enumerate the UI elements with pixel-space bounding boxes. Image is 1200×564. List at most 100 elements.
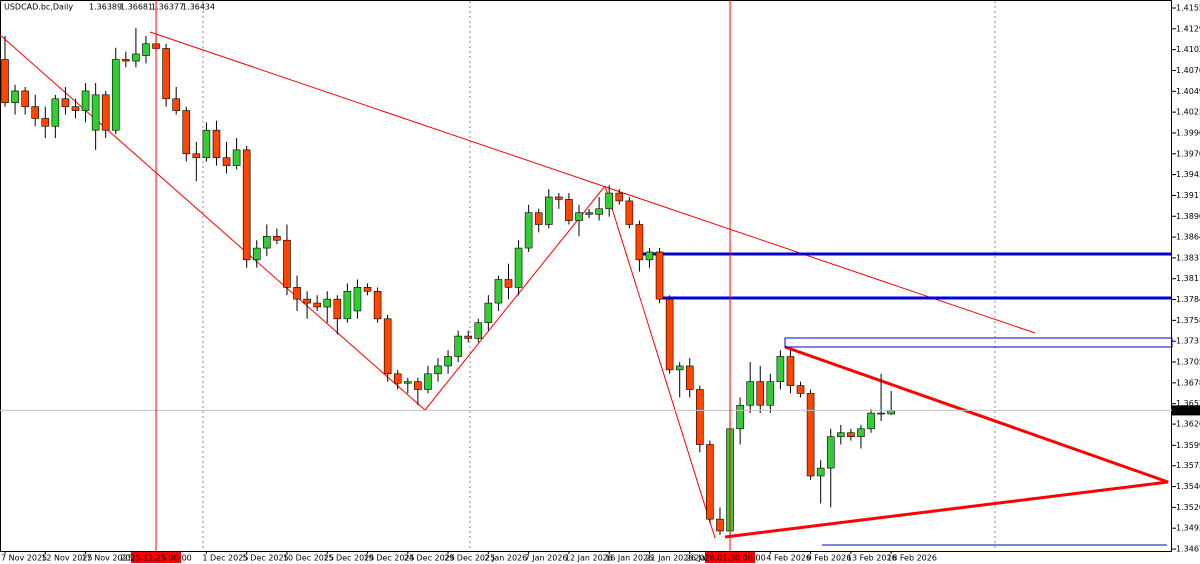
candle-body <box>41 118 50 127</box>
candle-body <box>645 251 654 261</box>
candle-body <box>847 432 855 437</box>
candle-body <box>565 199 573 221</box>
candle-body <box>363 287 372 292</box>
x-tick-label: 2 Jan 2026 <box>484 554 527 563</box>
candle-body <box>595 208 603 215</box>
y-tick-label: 1.41025 <box>1176 45 1200 54</box>
candle-body <box>766 381 775 406</box>
candle-body <box>504 279 513 288</box>
candle-body <box>806 393 815 477</box>
y-tick-label: 1.41555 <box>1176 4 1200 13</box>
candle-body <box>343 290 352 320</box>
x-tick-label: 5 Dec 2025 <box>243 554 289 563</box>
ohlc-high: 1.36681 <box>120 3 153 12</box>
drawn-objects <box>0 31 1173 546</box>
ohlc-close: 1.36434 <box>182 3 215 12</box>
candle-body <box>212 129 221 159</box>
candle-body <box>625 200 634 225</box>
plot-frame <box>0 0 1172 552</box>
candle-body <box>716 518 724 532</box>
candle-body <box>31 106 40 119</box>
candle-body <box>172 98 180 111</box>
y-tick-label: 1.37315 <box>1176 337 1200 346</box>
y-tick-label: 1.40760 <box>1176 66 1200 75</box>
candle-body <box>816 467 825 477</box>
candle-body <box>696 389 704 445</box>
y-tick-label: 1.39700 <box>1176 149 1200 158</box>
trend-line <box>149 31 1036 334</box>
y-tick-label: 1.35200 <box>1176 503 1200 512</box>
candle-body <box>202 129 211 159</box>
candle-body <box>434 365 442 375</box>
candle-body <box>303 298 311 304</box>
y-tick-label: 1.37580 <box>1176 316 1200 325</box>
y-tick-label: 1.34670 <box>1176 545 1200 554</box>
candle-body <box>122 59 130 62</box>
x-tick-label: 21 Jan 2026 <box>645 554 693 563</box>
trend-line <box>424 185 606 411</box>
x-tick-label: 17 Nov 2025 <box>82 554 133 563</box>
candle-body <box>293 287 301 300</box>
y-tick-label: 1.40495 <box>1176 87 1200 96</box>
y-tick-label: 1.40230 <box>1176 108 1200 117</box>
candle-body <box>403 381 412 384</box>
candle-body <box>424 373 432 390</box>
x-tick-label: 9 Feb 2026 <box>807 554 852 563</box>
candle-body <box>373 290 382 320</box>
x-tick-label: 4 Feb 2026 <box>766 554 811 563</box>
candle-body <box>454 335 462 357</box>
y-tick-label: 1.35465 <box>1176 482 1200 491</box>
triangle <box>724 345 1169 539</box>
y-tick-label: 1.38110 <box>1176 274 1200 283</box>
y-tick-label: 1.37845 <box>1176 295 1200 304</box>
candle-body <box>877 412 885 415</box>
candle-body <box>706 444 714 520</box>
ohlc-open: 1.36389 <box>89 3 122 12</box>
x-tick-label: 29 Dec 2025 <box>444 554 495 563</box>
candle-body <box>494 279 503 304</box>
candle-body <box>474 322 483 339</box>
x-tick-label: 24 Dec 2025 <box>404 554 455 563</box>
candle-body <box>837 432 845 437</box>
candle-body <box>444 356 452 367</box>
candle-body <box>242 149 251 261</box>
y-tick-label: 1.41290 <box>1176 24 1200 33</box>
candle-body <box>21 90 29 107</box>
y-tick-label: 1.36260 <box>1176 420 1200 429</box>
y-tick-label: 1.35990 <box>1176 441 1200 450</box>
y-tick-label: 1.36520 <box>1176 399 1200 408</box>
candle-body <box>273 235 281 241</box>
y-tick-label: 1.39435 <box>1176 170 1200 179</box>
candle-body <box>383 318 392 375</box>
candle-body <box>182 110 191 155</box>
candle-body <box>1 59 9 104</box>
candle-body <box>162 48 170 100</box>
candle-body <box>575 212 583 221</box>
candle-body <box>585 212 593 215</box>
candle-body <box>333 298 342 320</box>
x-tick-label: 12 Nov 2025 <box>41 554 92 563</box>
candle-body <box>11 90 19 104</box>
candle-body <box>353 287 362 312</box>
candle-body <box>252 247 261 261</box>
candle-body <box>786 356 795 386</box>
candle-body <box>685 365 694 390</box>
x-tick-label: 10 Dec 2025 <box>283 554 334 563</box>
candle-body <box>414 381 422 390</box>
candle-body <box>91 94 100 131</box>
candle-body <box>857 428 865 437</box>
x-tick-label: 7 Nov 2025 <box>1 554 47 563</box>
y-tick-label: 1.38640 <box>1176 233 1200 242</box>
candle-body <box>796 385 805 394</box>
candle-body <box>534 212 543 225</box>
x-tick-label: 18 Feb 2026 <box>887 554 937 563</box>
y-tick-label: 1.36785 <box>1176 378 1200 387</box>
candle-body <box>393 373 402 384</box>
candle-body <box>555 196 563 200</box>
candle-body <box>776 356 785 382</box>
x-tick-label: 16 Jan 2026 <box>605 554 653 563</box>
candle-body <box>283 239 291 288</box>
level-zone <box>784 337 1173 348</box>
candle-body <box>665 298 674 371</box>
